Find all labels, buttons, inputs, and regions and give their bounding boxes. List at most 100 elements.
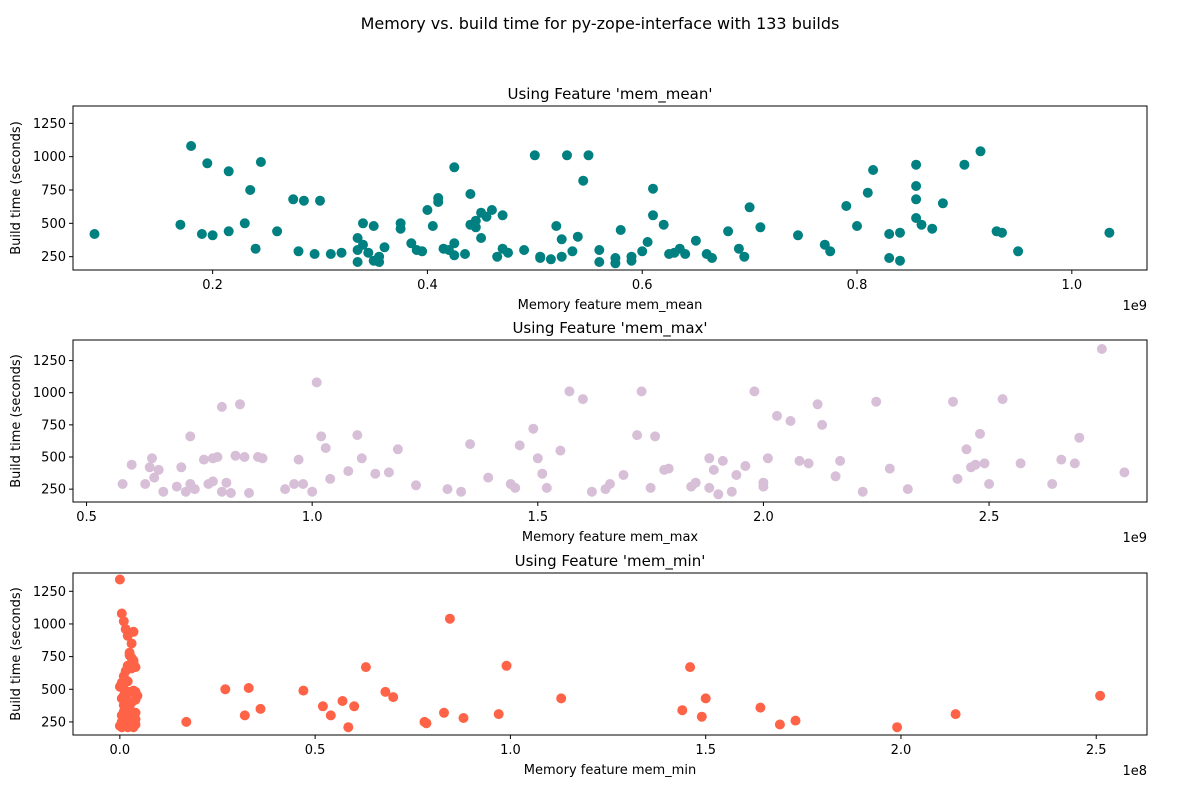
scatter-point xyxy=(89,229,100,239)
x-tick-label: 1.0 xyxy=(1061,278,1082,293)
scatter-point xyxy=(819,239,830,250)
scatter-point xyxy=(235,399,245,410)
x-axis-label: Memory feature mem_max xyxy=(522,530,699,545)
scatter-point xyxy=(793,230,803,241)
scatter-point xyxy=(207,476,218,487)
scatter-point xyxy=(216,401,227,412)
scatter-point xyxy=(785,416,796,426)
scatter-point xyxy=(658,219,669,230)
scatter-point xyxy=(158,486,169,497)
scatter-point xyxy=(532,453,543,464)
axes-frame xyxy=(72,105,1148,271)
scatter-point xyxy=(556,251,567,262)
scatter-point xyxy=(970,459,981,470)
scatter-point xyxy=(632,430,643,441)
scatter-point xyxy=(884,463,895,474)
x-axis-label: Memory feature mem_min xyxy=(524,763,696,778)
scatter-point xyxy=(255,703,266,714)
scatter-point xyxy=(577,394,588,405)
scatter-point xyxy=(1013,246,1024,257)
scatter-point xyxy=(128,655,139,666)
scatter-point xyxy=(325,249,336,259)
scatter-point xyxy=(343,722,354,733)
y-axis-label: Build time (seconds) xyxy=(9,121,24,255)
y-tick-label: 500 xyxy=(41,683,66,698)
x-tick-label: 0.2 xyxy=(202,278,223,293)
scatter-point xyxy=(551,221,562,231)
scatter-point xyxy=(825,246,836,257)
scatter-point xyxy=(395,218,406,229)
x-offset-label: 1e8 xyxy=(1122,764,1147,779)
y-tick-label: 750 xyxy=(41,184,66,199)
scatter-point xyxy=(637,246,648,257)
scatter-point xyxy=(790,715,801,726)
scatter-point xyxy=(449,162,460,173)
scatter-point xyxy=(343,466,354,477)
scatter-point xyxy=(871,396,882,407)
subplot-2: 0.5 1.0 1.5 2.0 2.5 250 500 750 1000 1250 Using Fe… xyxy=(9,319,1148,546)
axes-frame xyxy=(72,572,1148,736)
scatter-point xyxy=(952,473,963,484)
scatter-point xyxy=(316,431,327,442)
scatter-point xyxy=(356,453,367,464)
scatter-point xyxy=(257,453,268,464)
scatter-point xyxy=(243,683,254,693)
x-tick-label: 0.0 xyxy=(110,743,131,758)
x-tick-label: 0.4 xyxy=(417,278,438,293)
scatter-point xyxy=(841,201,852,211)
scatter-point xyxy=(916,219,927,230)
scatter-point xyxy=(514,440,525,451)
scatter-point xyxy=(605,479,615,489)
scatter-point xyxy=(726,486,737,497)
scatter-series xyxy=(114,574,1106,733)
scatter-point xyxy=(481,211,492,222)
scatter-point xyxy=(225,488,236,498)
scatter-point xyxy=(175,219,186,230)
scatter-point xyxy=(298,685,309,696)
scatter-point xyxy=(307,486,318,497)
scatter-point xyxy=(360,662,371,673)
scatter-point xyxy=(1069,458,1080,469)
scatter-point xyxy=(528,423,539,434)
scatter-point xyxy=(352,257,363,267)
scatter-point xyxy=(449,238,460,249)
scatter-point xyxy=(230,450,241,461)
scatter-point xyxy=(677,705,688,716)
scatter-point xyxy=(626,255,637,266)
scatter-point xyxy=(696,711,707,722)
scatter-point xyxy=(427,221,438,231)
scatter-point xyxy=(812,399,823,410)
scatter-point xyxy=(510,482,521,493)
scatter-point xyxy=(349,701,360,712)
scatter-point xyxy=(902,484,913,495)
scatter-point xyxy=(383,467,394,478)
y-axis-label: Build time (seconds) xyxy=(9,354,24,488)
scatter-point xyxy=(180,486,191,497)
scatter-point xyxy=(1015,458,1026,469)
scatter-point xyxy=(984,479,995,489)
scatter-point xyxy=(572,231,583,242)
scatter-point xyxy=(537,468,548,479)
scatter-point xyxy=(456,486,467,497)
axes-frame xyxy=(72,339,1148,503)
y-tick-label: 1000 xyxy=(33,617,66,632)
scatter-point xyxy=(529,150,540,161)
scatter-point xyxy=(181,716,192,727)
scatter-point xyxy=(255,157,266,167)
x-tick-label: 1.0 xyxy=(302,510,323,525)
scatter-point xyxy=(411,480,421,491)
x-tick-label: 2.5 xyxy=(979,510,1000,525)
scatter-point xyxy=(220,684,231,695)
scatter-point xyxy=(433,197,444,207)
scatter-point xyxy=(713,489,724,500)
scatter-point xyxy=(392,444,403,455)
y-tick-label: 500 xyxy=(41,217,66,232)
x-tick-label: 1.5 xyxy=(695,743,716,758)
scatter-point xyxy=(442,484,453,495)
scatter-point xyxy=(501,660,512,671)
y-tick-label: 1250 xyxy=(33,117,66,132)
scatter-point xyxy=(207,230,218,241)
scatter-point xyxy=(298,195,309,206)
